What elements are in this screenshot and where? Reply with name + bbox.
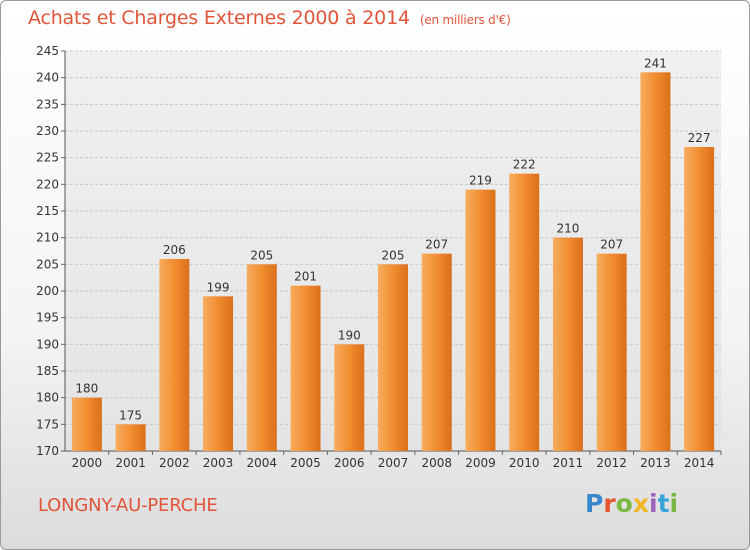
logo-letter: i <box>649 489 658 518</box>
x-tick-label: 2002 <box>159 456 190 470</box>
bar-value-label: 205 <box>382 248 405 262</box>
bar <box>290 285 321 451</box>
bar <box>640 72 671 451</box>
bar-value-label: 175 <box>119 408 142 422</box>
bar <box>334 344 365 451</box>
logo-letter: r <box>603 489 616 518</box>
bar-value-label: 210 <box>556 222 579 236</box>
bar-value-label: 180 <box>75 382 98 396</box>
bar-value-label: 190 <box>338 328 361 342</box>
logo-letter: i <box>669 489 679 518</box>
bar <box>509 173 540 451</box>
bar <box>203 296 234 451</box>
chart-title-text: Achats et Charges Externes 2000 à 2014 <box>28 7 410 29</box>
y-tick-label: 195 <box>36 311 59 325</box>
x-tick-label: 2000 <box>72 456 103 470</box>
y-tick-label: 205 <box>36 257 59 271</box>
x-tick-label: 2011 <box>553 456 584 470</box>
y-tick-label: 225 <box>36 151 59 165</box>
bar <box>71 397 102 451</box>
bar-value-label: 199 <box>207 280 230 294</box>
chart-title: Achats et Charges Externes 2000 à 2014 (e… <box>28 7 511 29</box>
bar-value-label: 205 <box>250 248 273 262</box>
bar-value-label: 227 <box>688 131 711 145</box>
logo-letter: P <box>585 489 604 518</box>
logo-letter: x <box>632 489 649 518</box>
y-tick-label: 190 <box>36 337 59 351</box>
logo-letter: o <box>615 489 633 518</box>
x-tick-label: 2003 <box>203 456 234 470</box>
bar <box>378 264 408 451</box>
x-tick-label: 2013 <box>640 456 671 470</box>
x-tick-label: 2005 <box>290 456 321 470</box>
bar <box>159 259 190 451</box>
chart-unit: (en milliers d'€) <box>419 13 511 27</box>
logo-letter: t <box>657 489 670 518</box>
x-tick-label: 2007 <box>378 456 409 470</box>
x-tick-label: 2012 <box>596 456 627 470</box>
bar <box>246 264 277 451</box>
bar <box>684 147 715 451</box>
x-tick-label: 2006 <box>334 456 365 470</box>
y-tick-label: 180 <box>36 391 59 405</box>
bar <box>115 424 146 451</box>
y-tick-label: 210 <box>36 231 59 245</box>
y-tick-label: 245 <box>36 44 59 58</box>
y-tick-label: 200 <box>36 284 59 298</box>
bar <box>552 237 583 451</box>
y-tick-label: 235 <box>36 97 59 111</box>
x-tick-label: 2008 <box>421 456 452 470</box>
bar-value-label: 207 <box>600 238 623 252</box>
bar-value-label: 222 <box>513 158 536 172</box>
bar <box>596 253 627 451</box>
bar-value-label: 201 <box>294 270 317 284</box>
y-tick-label: 185 <box>36 364 59 378</box>
town-name: LONGNY-AU-PERCHE <box>38 495 218 516</box>
proxiti-logo: Proxiti <box>585 489 678 518</box>
bar-value-label: 219 <box>469 174 492 188</box>
x-tick-label: 2001 <box>115 456 146 470</box>
y-tick-label: 220 <box>36 177 59 191</box>
bar-value-label: 207 <box>425 238 448 252</box>
bar-value-label: 206 <box>163 243 186 257</box>
bar-value-label: 241 <box>644 56 667 70</box>
x-tick-label: 2009 <box>465 456 496 470</box>
x-tick-label: 2014 <box>684 456 715 470</box>
bar <box>421 253 452 451</box>
y-tick-label: 175 <box>36 417 59 431</box>
bar <box>465 189 496 451</box>
x-tick-label: 2004 <box>247 456 278 470</box>
y-tick-label: 215 <box>36 204 59 218</box>
y-tick-label: 230 <box>36 124 59 138</box>
bar-chart: 170 175 180 185 190 195 200 205 210 215 220 225 230 2… <box>36 44 722 470</box>
x-tick-label: 2010 <box>509 456 540 470</box>
y-tick-label: 170 <box>36 444 59 458</box>
y-tick-label: 240 <box>36 71 59 85</box>
